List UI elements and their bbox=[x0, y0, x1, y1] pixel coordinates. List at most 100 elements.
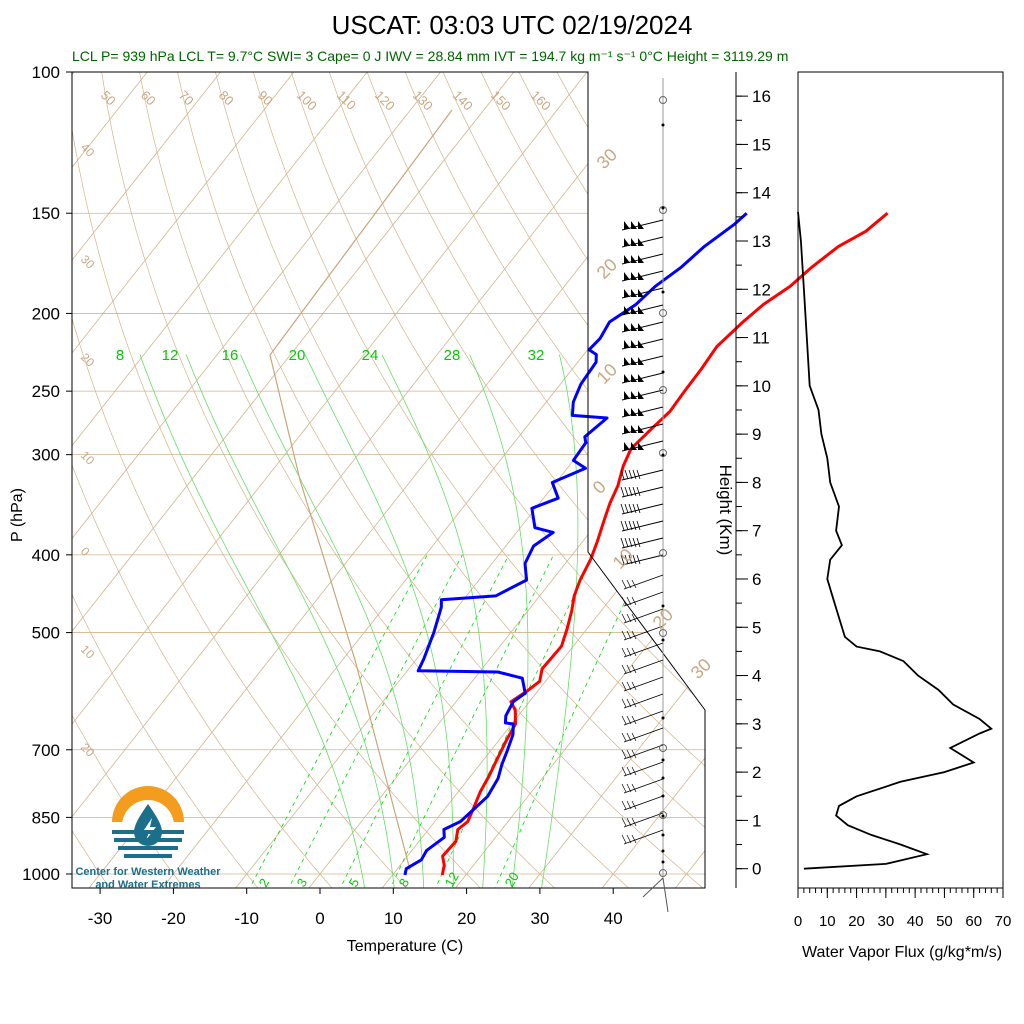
y-tick-label: 500 bbox=[32, 624, 60, 643]
wind-barb-feather bbox=[631, 579, 637, 589]
temperature-profile bbox=[440, 212, 889, 876]
wind-barb-feather bbox=[631, 664, 637, 674]
wind-barb-flag bbox=[631, 221, 637, 229]
wind-barb-flag bbox=[638, 289, 644, 297]
y-tick-label: 200 bbox=[32, 304, 60, 323]
wind-barb-feather bbox=[631, 715, 637, 725]
mixing-ratio-top-label: 24 bbox=[362, 347, 379, 364]
cw3e-logo: Center for Western Weather and Water Ext… bbox=[68, 782, 228, 892]
dry-adiabat-line bbox=[328, 72, 705, 888]
dry-adiabat-line bbox=[252, 72, 705, 888]
isotherm-right-label: 20 bbox=[593, 255, 621, 283]
wind-barb-feather bbox=[620, 503, 625, 514]
chart-subtitle: LCL P= 939 hPa LCL T= 9.7°C SWI= 3 Cape=… bbox=[72, 48, 789, 64]
mixing-ratio-line bbox=[286, 554, 463, 888]
wind-barb-flag bbox=[631, 391, 637, 399]
wind-barb-flag bbox=[624, 442, 630, 450]
wind-barb-feather bbox=[621, 596, 627, 606]
wind-barb-feather bbox=[626, 647, 632, 657]
height-tick-label: 0 bbox=[752, 860, 761, 879]
mixing-ratio-top-label: 28 bbox=[444, 347, 461, 364]
wind-barb-feather bbox=[624, 503, 629, 514]
wind-barb bbox=[623, 574, 664, 590]
wind-barb-flag bbox=[638, 255, 644, 263]
isotherm-right-label: 30 bbox=[687, 655, 715, 683]
height-tick-label: 7 bbox=[752, 522, 761, 541]
moist-adiabat-line bbox=[469, 354, 529, 888]
wind-barb bbox=[623, 829, 664, 845]
wind-barb-feather bbox=[624, 520, 629, 531]
mixing-ratio-bottom-label: 2 bbox=[256, 876, 273, 890]
mixing-ratio-top-label: 16 bbox=[222, 347, 239, 364]
wind-barb-feather bbox=[631, 732, 637, 742]
wind-barb-flag bbox=[631, 340, 637, 348]
wind-barb-feather bbox=[621, 613, 627, 623]
wind-barb-flag bbox=[638, 374, 644, 382]
dry-adiabat-label: 60 bbox=[138, 88, 159, 109]
flux-x-tick-label: 60 bbox=[965, 913, 982, 930]
moist-adiabat-line bbox=[185, 354, 395, 888]
wind-barb-feather bbox=[621, 766, 627, 776]
mixing-ratio-line bbox=[338, 554, 510, 888]
dry-adiabat-label: 140 bbox=[450, 88, 476, 114]
isotherm-right-label: 10 bbox=[593, 360, 621, 388]
wind-barb-feather bbox=[624, 486, 629, 497]
wind-barb-feather bbox=[621, 732, 627, 742]
wind-barb bbox=[623, 727, 664, 743]
isotherm-left-label: 10 bbox=[78, 642, 98, 662]
dry-adiabat-label: 90 bbox=[255, 88, 276, 109]
y-tick-label: 700 bbox=[32, 741, 60, 760]
height-axis-label: Height (Km) bbox=[716, 465, 735, 556]
water-vapor-flux-line bbox=[797, 211, 994, 870]
wind-barb-feather bbox=[631, 817, 637, 827]
wind-barb-feather bbox=[626, 817, 632, 827]
barb-dot bbox=[661, 638, 665, 642]
isotherm-line bbox=[72, 72, 515, 888]
wind-barb-feather bbox=[624, 537, 629, 548]
isotherm-right-label: 30 bbox=[593, 145, 621, 173]
barb-dot bbox=[661, 814, 665, 818]
wind-barb bbox=[621, 469, 664, 481]
mixing-ratio-bottom-label: 3 bbox=[294, 876, 311, 890]
height-tick-label: 10 bbox=[752, 377, 771, 396]
wind-barb-feather bbox=[620, 469, 625, 480]
wind-barb-flag bbox=[624, 391, 630, 399]
x-tick-label: -10 bbox=[234, 909, 259, 928]
wind-barb-feather bbox=[631, 596, 637, 606]
wind-barb-feather bbox=[620, 554, 625, 565]
wind-barb-flag bbox=[638, 221, 644, 229]
wind-barb-feather bbox=[632, 554, 637, 565]
dry-adiabat-label: 80 bbox=[216, 88, 237, 109]
wind-barb-flag bbox=[631, 289, 637, 297]
wind-barb-feather bbox=[636, 554, 641, 565]
wind-barb bbox=[621, 554, 664, 566]
isotherm-line bbox=[72, 72, 75, 888]
dry-adiabat-line bbox=[72, 72, 261, 888]
wind-barb-feather bbox=[624, 469, 629, 480]
wind-barb-flag bbox=[638, 323, 644, 331]
isotherm-line bbox=[72, 72, 661, 888]
dry-adiabat-line bbox=[101, 72, 558, 888]
wind-barb-feather bbox=[626, 579, 632, 589]
mixing-ratio-top-label: 20 bbox=[289, 347, 306, 364]
barb-circle bbox=[659, 811, 667, 819]
height-tick-label: 8 bbox=[752, 473, 761, 492]
mixing-ratio-bottom-label: 8 bbox=[396, 876, 413, 890]
dry-adiabat-label: 70 bbox=[176, 88, 197, 109]
wind-barb-flag bbox=[624, 425, 630, 433]
wind-barb-feather bbox=[628, 486, 633, 497]
wind-barb-feather bbox=[628, 554, 633, 565]
mixing-ratio-bottom-label: 5 bbox=[346, 876, 363, 890]
x-tick-label: 20 bbox=[457, 909, 476, 928]
wind-barb bbox=[623, 744, 664, 760]
wind-barb-feather bbox=[628, 520, 633, 531]
wind-barb-feather bbox=[626, 613, 632, 623]
wind-barb bbox=[623, 761, 664, 777]
barb-dot bbox=[661, 716, 665, 720]
wind-barb-feather bbox=[632, 537, 637, 548]
x-tick-label: 0 bbox=[315, 909, 324, 928]
isotherm-line bbox=[72, 72, 148, 888]
wind-barb-feather bbox=[632, 503, 637, 514]
mixing-ratio-line bbox=[433, 554, 595, 888]
barb-circle bbox=[659, 549, 667, 557]
